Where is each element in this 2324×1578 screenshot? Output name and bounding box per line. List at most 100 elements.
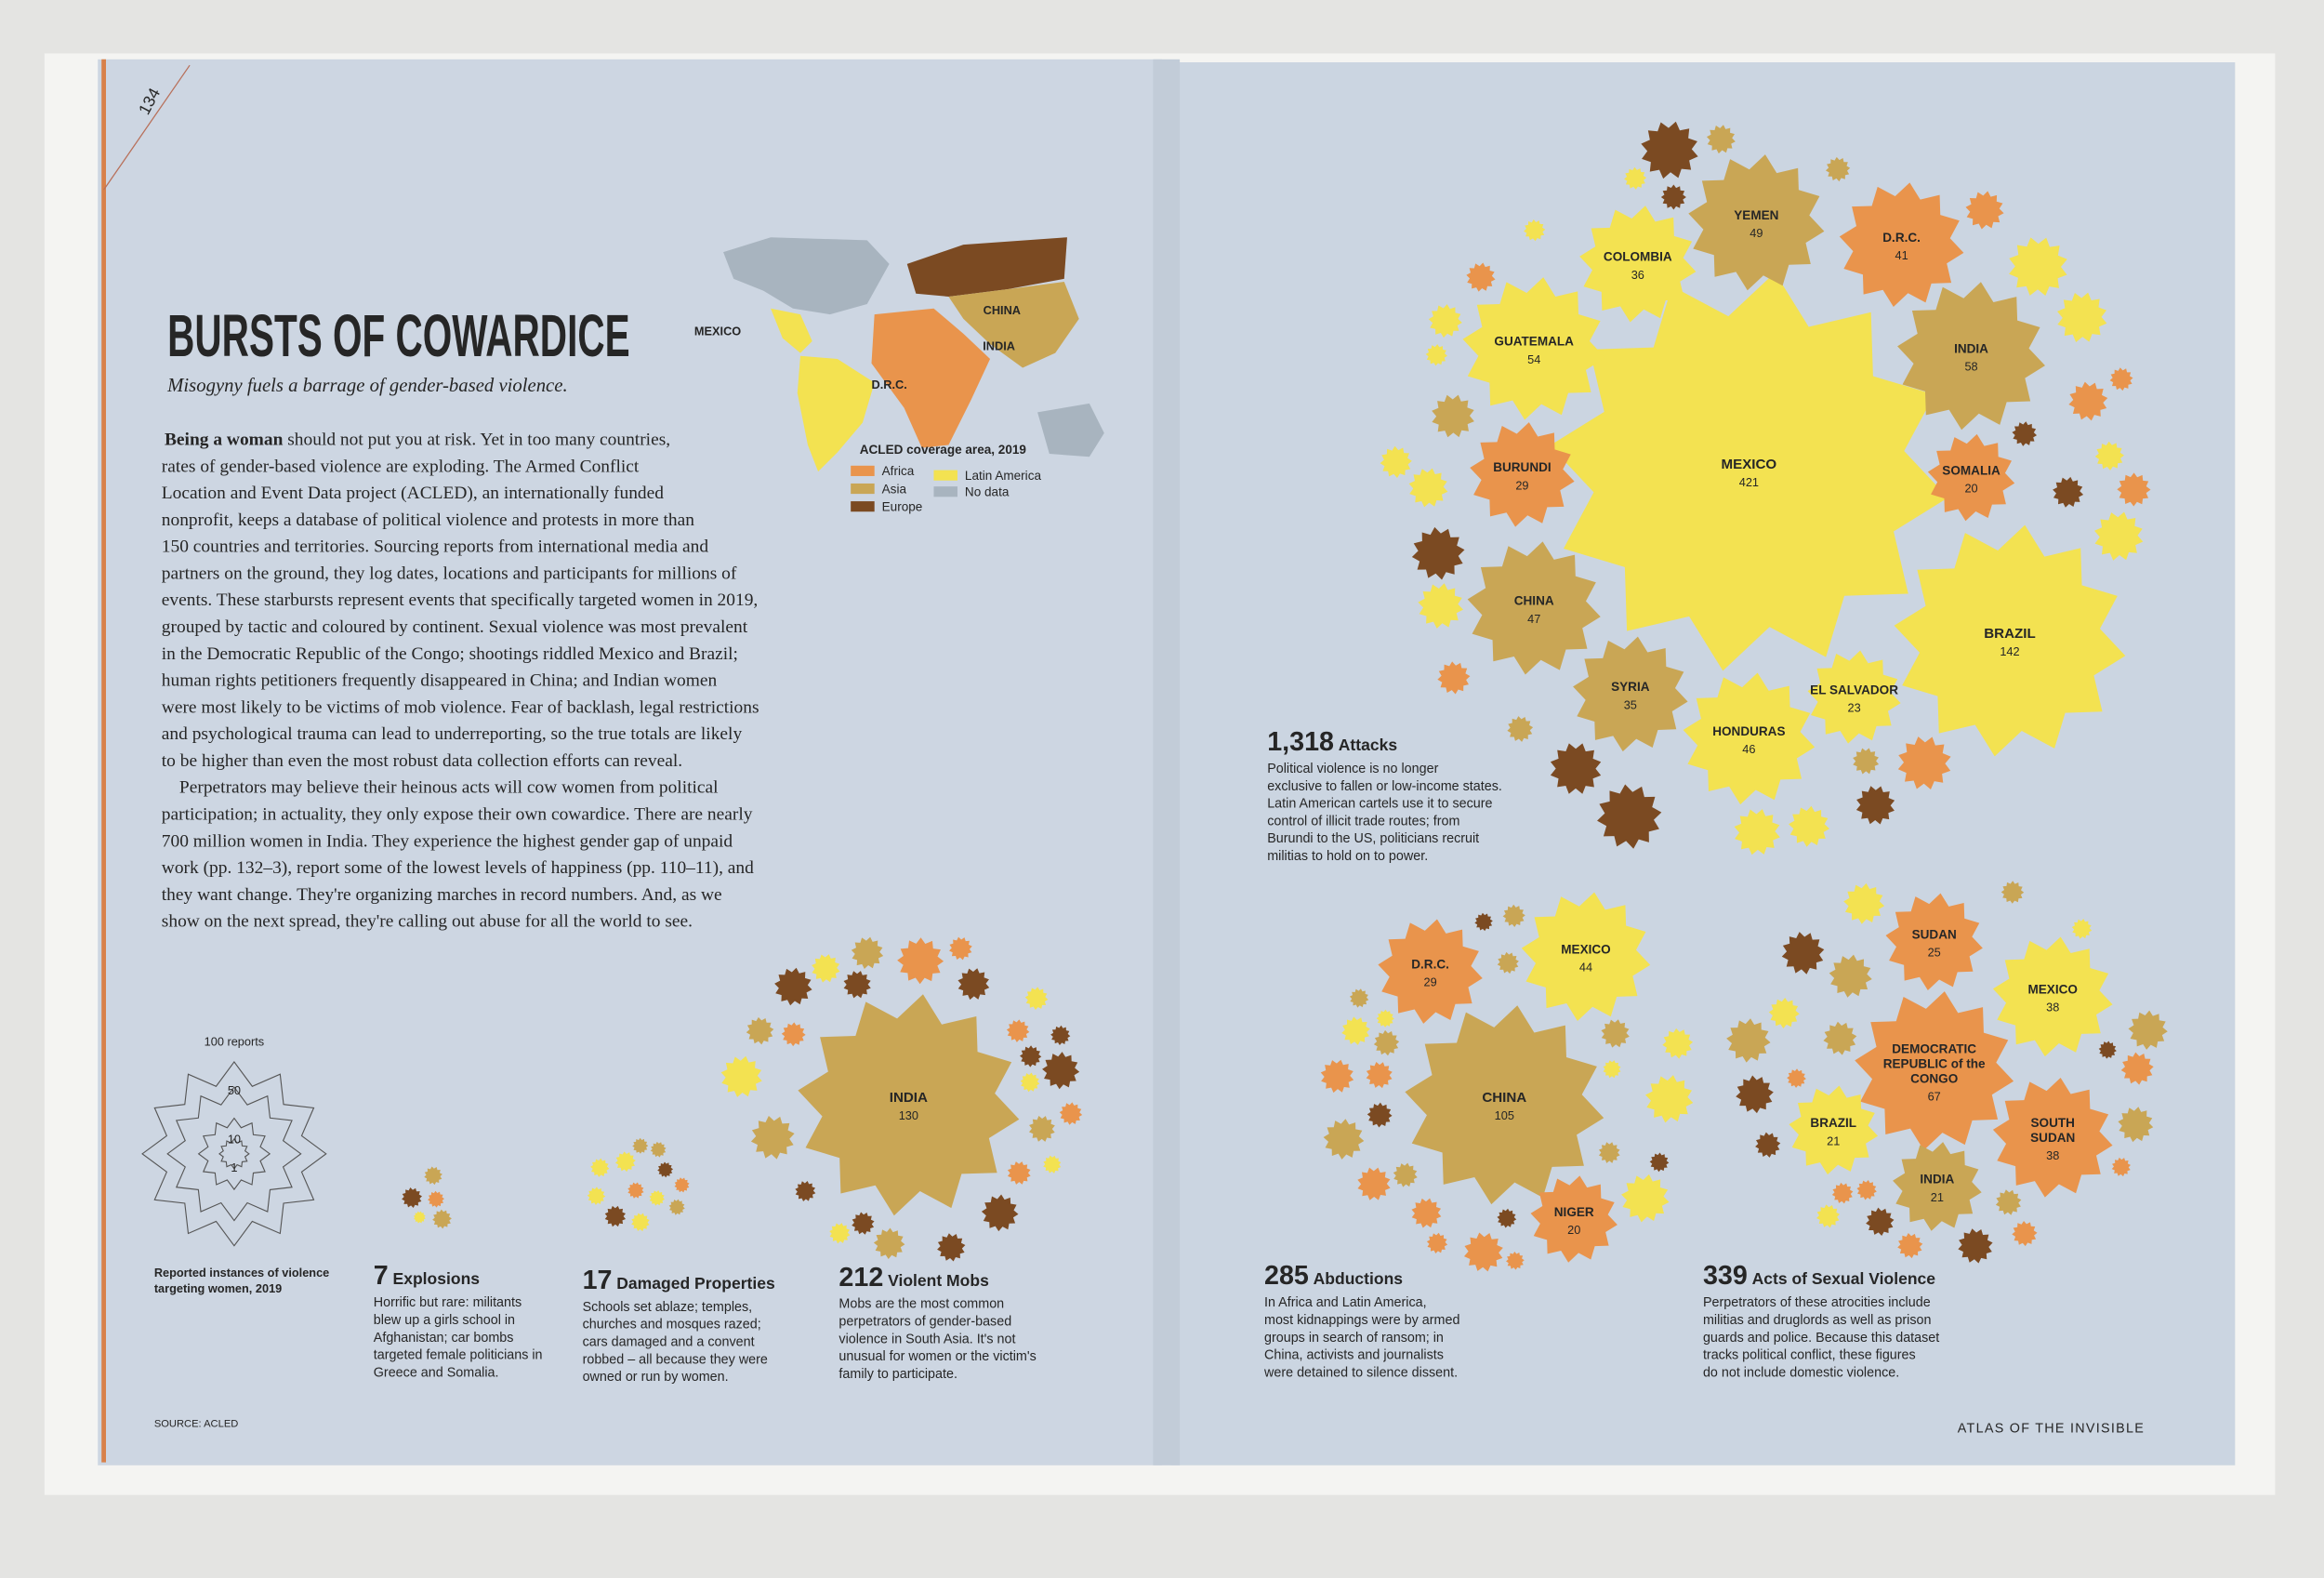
small-starburst: [2098, 1041, 2117, 1059]
starburst: [1893, 1142, 1982, 1231]
burst-value: 20: [1567, 1223, 1580, 1237]
starbursts: INDIA 130 MEXICO 421 BRAZIL 142 INDIA 58 D.R.C. 4…: [402, 121, 2168, 1272]
small-starburst: [1831, 1182, 1854, 1204]
panel-name: Abductions: [1314, 1269, 1404, 1288]
panel-text: Burundi to the US, politicians recruit: [1267, 831, 1479, 846]
map-label: CHINA: [984, 303, 1021, 317]
small-starburst: [897, 937, 944, 985]
corner-rule: [103, 64, 191, 191]
body-line: Perpetrators may believe their heinous a…: [179, 778, 719, 798]
burst-name: SOMALIA: [1942, 463, 2000, 477]
small-starburst: [1349, 988, 1369, 1008]
body-line: partners on the ground, they log dates, …: [162, 564, 737, 583]
small-starburst: [1816, 1204, 1841, 1228]
scale-label: 100 reports: [205, 1034, 264, 1048]
legend-label: Europe: [882, 499, 923, 513]
small-starburst: [2009, 237, 2067, 297]
burst-value: 23: [1847, 701, 1860, 715]
small-starburst: [1641, 121, 1698, 179]
small-starburst: [1024, 987, 1049, 1010]
body-line: show on the next spread, they're calling…: [162, 912, 693, 932]
small-starburst: [720, 1055, 762, 1097]
burst-value: 36: [1631, 268, 1644, 282]
small-starburst: [402, 1187, 423, 1208]
small-starburst: [1502, 904, 1525, 927]
body-line: events. These starbursts represent event…: [162, 590, 759, 610]
small-starburst: [851, 936, 884, 969]
starburst: [1855, 991, 2014, 1150]
starburst: [1530, 1175, 1618, 1263]
small-starburst: [1787, 1068, 1806, 1088]
small-starburst: [795, 1180, 816, 1201]
small-starburst: [2128, 1010, 2168, 1050]
burst-value: 25: [1928, 946, 1941, 960]
panel-count: 17: [583, 1266, 613, 1295]
small-starburst: [604, 1205, 627, 1227]
starburst: [1897, 282, 2045, 431]
panel-heading: 7 Explosions: [374, 1261, 481, 1291]
body-line: nonprofit, keeps a database of political…: [162, 511, 694, 530]
panel-heading: 212 Violent Mobs: [838, 1263, 989, 1293]
panel-text: groups in search of ransom; in: [1264, 1331, 1444, 1346]
footer: ATLAS OF THE INVISIBLE: [1958, 1422, 2145, 1437]
burst-value: 29: [1515, 478, 1528, 492]
small-starburst: [632, 1137, 649, 1154]
panel-text: perpetrators of gender-based: [838, 1315, 1011, 1330]
panel-text: tracks political conflict, these figures: [1703, 1348, 1916, 1363]
panel-text: Mobs are the most common: [838, 1297, 1004, 1312]
small-starburst: [1320, 1059, 1354, 1094]
legend-swatch: [933, 470, 957, 481]
starburst: [1462, 277, 1605, 420]
starburst: [1521, 892, 1651, 1021]
source: SOURCE: ACLED: [154, 1418, 239, 1429]
burst-value: 29: [1423, 975, 1436, 989]
starburst: [1405, 1005, 1604, 1205]
small-starburst: [2053, 476, 2084, 508]
small-starburst: [1550, 743, 1602, 794]
small-starburst: [1726, 1018, 1771, 1063]
burst-value: 49: [1750, 226, 1763, 240]
small-starburst: [746, 1016, 774, 1045]
small-starburst: [1367, 1102, 1393, 1128]
small-starburst: [587, 1187, 606, 1205]
panel-text: family to participate.: [838, 1367, 957, 1382]
small-starburst: [1426, 1232, 1448, 1253]
burst-name: DEMOCRATIC: [1892, 1041, 1976, 1055]
panel-text: In Africa and Latin America,: [1264, 1295, 1427, 1310]
small-starburst: [1323, 1119, 1365, 1160]
small-starburst: [1393, 1162, 1418, 1187]
map-label: INDIA: [983, 338, 1015, 352]
small-starburst: [1059, 1102, 1083, 1125]
small-starburst: [949, 936, 972, 961]
burst-name: GUATEMALA: [1494, 335, 1574, 349]
burst-name: INDIA: [1920, 1173, 1954, 1187]
small-starburst: [428, 1190, 444, 1208]
starburst: [1467, 541, 1601, 675]
small-starburst: [614, 1151, 636, 1173]
small-starburst: [650, 1141, 667, 1158]
small-starburst: [1897, 1233, 1923, 1259]
body-line: they want change. They're organizing mar…: [162, 885, 722, 905]
small-starburst: [1006, 1019, 1030, 1042]
burst-value: 130: [899, 1108, 918, 1122]
small-starburst: [2118, 1107, 2154, 1143]
small-starburst: [1425, 344, 1447, 366]
burst-name: CHINA: [1514, 594, 1554, 608]
burst-name: BRAZIL: [1984, 626, 2035, 642]
starburst: [1894, 524, 2126, 757]
small-starburst: [1418, 583, 1464, 629]
burst-value: 38: [2046, 1001, 2059, 1014]
scale-label: 10: [228, 1133, 241, 1147]
panel-name: Violent Mobs: [888, 1271, 989, 1290]
panel-text: most kidnappings were by armed: [1264, 1313, 1459, 1328]
small-starburst: [1432, 394, 1474, 438]
panel-text: militias to hold on to power.: [1267, 849, 1428, 864]
europe-russia: [906, 237, 1067, 297]
north-america: [723, 237, 890, 315]
small-starburst: [1603, 1060, 1621, 1079]
starburst: [1789, 1085, 1879, 1175]
panel-text: Horrific but rare: militants: [374, 1295, 522, 1310]
burst-name: MEXICO: [1561, 943, 1610, 957]
panel-text: do not include domestic violence.: [1703, 1365, 1899, 1380]
